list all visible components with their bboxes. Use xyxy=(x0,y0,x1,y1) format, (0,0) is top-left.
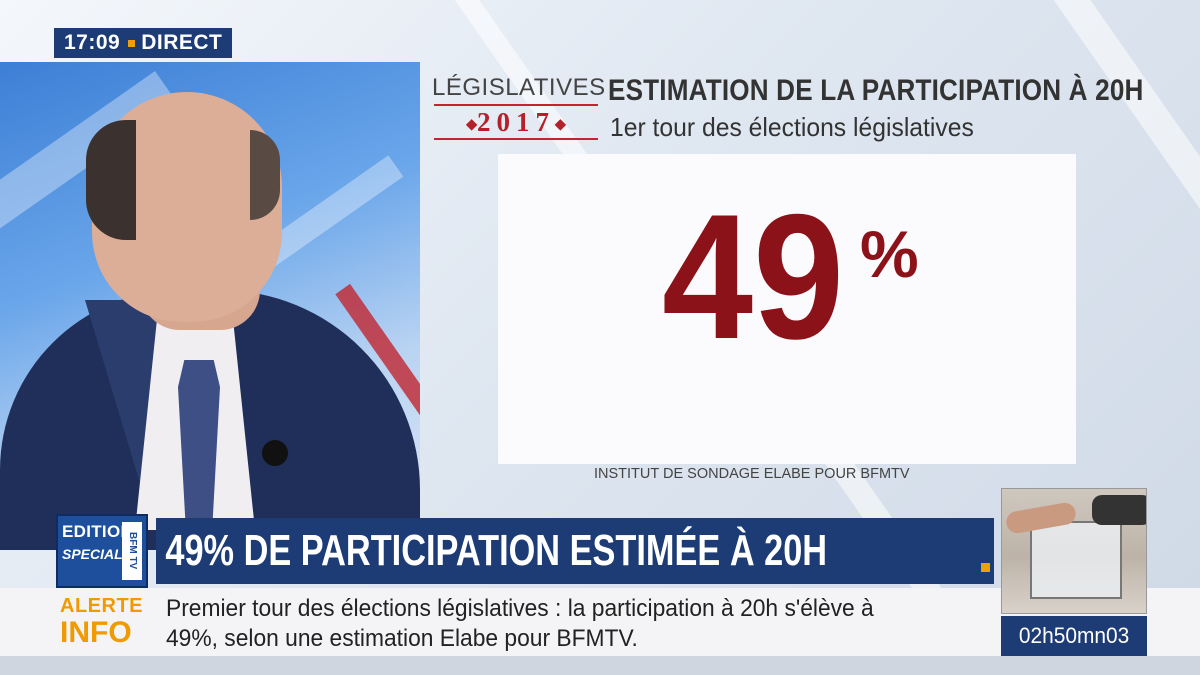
live-time: 17:09 xyxy=(64,31,121,54)
presenter-hair xyxy=(250,130,280,220)
participation-card: 49 % xyxy=(498,154,1076,464)
live-separator-icon xyxy=(128,39,136,47)
presenter-hair xyxy=(86,120,136,240)
ticker-line1: Premier tour des élections législatives … xyxy=(166,595,874,622)
logo-rule xyxy=(434,104,598,106)
news-ticker xyxy=(0,588,1200,656)
graphic-title: ESTIMATION DE LA PARTICIPATION À 20H xyxy=(608,74,1144,107)
diamond-icon: ◆ xyxy=(466,117,477,133)
live-label: DIRECT xyxy=(141,31,223,54)
ticker-line2: 49%, selon une estimation Elabe pour BFM… xyxy=(166,625,638,652)
ballot-box-thumbnail xyxy=(1001,488,1147,614)
bottom-bar xyxy=(0,656,1200,675)
badge-line1: EDITION xyxy=(62,522,134,541)
logo-year-row: ◆2017◆ xyxy=(432,107,600,138)
countdown-value: 02h50mn03 xyxy=(1018,623,1130,648)
voter-sleeve xyxy=(1092,495,1146,525)
countdown-timer: 02h50mn03 xyxy=(1001,616,1147,656)
alerte-label: ALERTE xyxy=(60,595,143,617)
presenter-tie xyxy=(178,360,220,540)
graphic-subtitle: 1er tour des élections législatives xyxy=(610,112,974,142)
graphic-source: INSTITUT DE SONDAGE ELABE POUR BFMTV xyxy=(594,466,910,482)
headline-banner: 49% DE PARTICIPATION ESTIMÉE À 20H xyxy=(156,518,994,584)
headline-accent-icon xyxy=(981,563,990,572)
badge-line2: SPECIALE xyxy=(62,546,133,562)
diamond-icon: ◆ xyxy=(555,117,566,133)
logo-year: 2017 xyxy=(477,107,555,137)
participation-value: 49 xyxy=(662,177,845,376)
headline-text: 49% DE PARTICIPATION ESTIMÉE À 20H xyxy=(165,526,828,575)
logo-rule xyxy=(434,138,598,140)
ticker-text: Premier tour des élections législatives … xyxy=(166,594,996,654)
ballot-box-icon xyxy=(1030,521,1122,599)
edition-speciale-badge: EDITION SPECIALE BFM TV xyxy=(56,514,148,588)
info-label: INFO xyxy=(60,616,132,649)
alerte-info-label: ALERTE INFO xyxy=(60,596,152,648)
participation-unit: % xyxy=(860,217,919,291)
logo-word: LÉGISLATIVES xyxy=(432,74,606,101)
legislatives-logo: LÉGISLATIVES ◆2017◆ xyxy=(432,74,606,140)
bfmtv-logo: BFM TV xyxy=(122,522,142,580)
live-time-badge: 17:09 DIRECT xyxy=(54,28,233,58)
lapel-microphone-icon xyxy=(262,440,288,466)
